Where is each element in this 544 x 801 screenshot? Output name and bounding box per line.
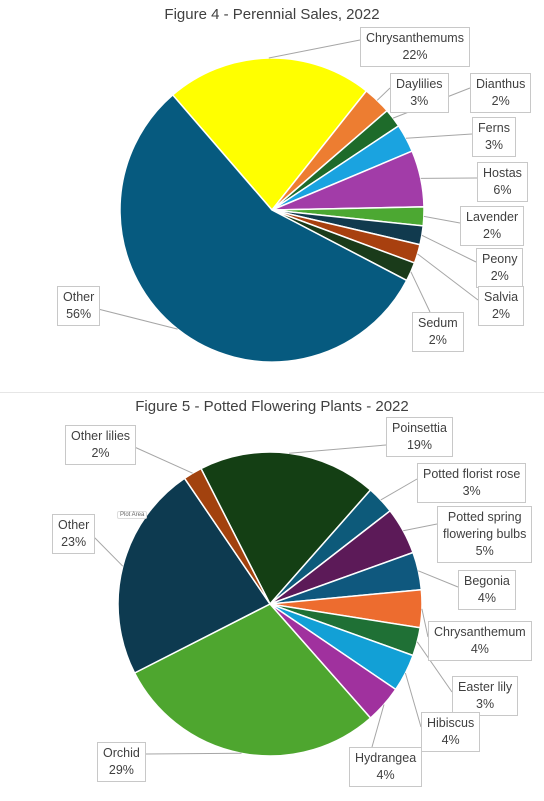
- percent-value: 3%: [458, 696, 512, 713]
- leader-line-chrysanthemums: [269, 40, 360, 58]
- leader-line-ferns: [406, 134, 472, 138]
- leader-line-sedum: [411, 272, 430, 312]
- percent-value: 29%: [103, 762, 140, 779]
- leader-line-daylilies: [377, 88, 390, 100]
- figure-4-perennial-sales: Figure 4 - Perennial Sales, 2022 Chrysan…: [0, 0, 544, 392]
- category-name: Salvia: [484, 289, 518, 306]
- category-name: flowering bulbs: [443, 526, 526, 543]
- percent-value: 23%: [58, 534, 89, 551]
- percent-value: 3%: [423, 483, 520, 500]
- percent-value: 4%: [355, 767, 416, 784]
- leader-line-salvia: [418, 254, 479, 300]
- percent-value: 2%: [482, 268, 517, 285]
- category-name: Peony: [482, 251, 517, 268]
- percent-value: 3%: [396, 93, 443, 110]
- leader-line-lavender: [424, 216, 460, 223]
- percent-value: 6%: [483, 182, 522, 199]
- category-name: Begonia: [464, 573, 510, 590]
- category-name: Potted spring: [443, 509, 526, 526]
- leader-line-other-lilies: [130, 445, 193, 473]
- percent-value: 5%: [443, 543, 526, 560]
- leader-line-potted-spring-flowering-bulbs: [403, 524, 437, 531]
- leader-line-begonia: [418, 571, 458, 587]
- percent-value: 4%: [427, 732, 474, 749]
- percent-value: 19%: [392, 437, 447, 454]
- leader-line-other: [93, 536, 123, 566]
- category-name: Daylilies: [396, 76, 443, 93]
- figure-5-potted-flowering-plants: Figure 5 - Potted Flowering Plants - 202…: [0, 392, 544, 801]
- category-name: Chrysanthemums: [366, 30, 464, 47]
- percent-value: 22%: [366, 47, 464, 64]
- percent-value: 4%: [434, 641, 526, 658]
- percent-value: 2%: [418, 332, 458, 349]
- plot-area-tag: Plot Area: [117, 511, 147, 519]
- category-name: Ferns: [478, 120, 510, 137]
- category-name: Hostas: [483, 165, 522, 182]
- leader-line-hibiscus: [405, 673, 421, 727]
- category-name: Dianthus: [476, 76, 525, 93]
- category-name: Easter lily: [458, 679, 512, 696]
- leader-line-potted-florist-rose: [381, 479, 417, 500]
- category-name: Potted florist rose: [423, 466, 520, 483]
- leader-line-poinsettia: [289, 445, 386, 453]
- category-name: Orchid: [103, 745, 140, 762]
- category-name: Poinsettia: [392, 420, 447, 437]
- category-name: Sedum: [418, 315, 458, 332]
- percent-value: 2%: [484, 306, 518, 323]
- category-name: Other: [58, 517, 89, 534]
- percent-value: 3%: [478, 137, 510, 154]
- leader-line-orchid: [146, 753, 242, 754]
- percent-value: 56%: [63, 306, 94, 323]
- category-name: Other lilies: [71, 428, 130, 445]
- category-name: Chrysanthemum: [434, 624, 526, 641]
- category-name: Hydrangea: [355, 750, 416, 767]
- category-name: Other: [63, 289, 94, 306]
- percent-value: 2%: [71, 445, 130, 462]
- percent-value: 4%: [464, 590, 510, 607]
- percent-value: 2%: [466, 226, 518, 243]
- percent-value: 2%: [476, 93, 525, 110]
- category-name: Hibiscus: [427, 715, 474, 732]
- category-name: Lavender: [466, 209, 518, 226]
